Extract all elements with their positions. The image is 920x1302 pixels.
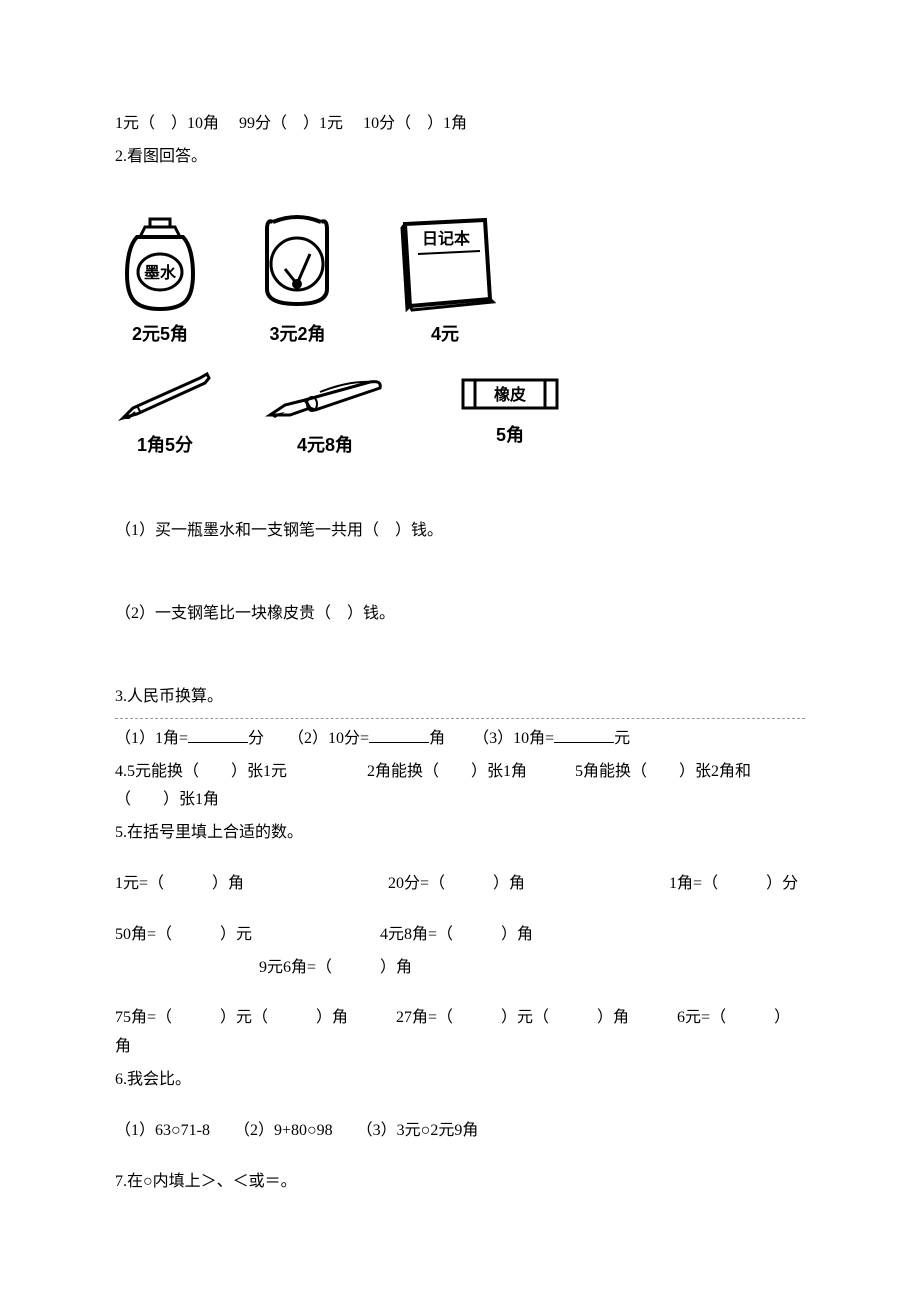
items-row-2: 1角5分 4元8角 橡皮 5角	[115, 370, 805, 461]
svg-text:墨水: 墨水	[144, 263, 177, 282]
q3-p2a: （2）10分=	[288, 730, 369, 747]
q7-title: 7.在○内填上＞、＜或＝。	[115, 1168, 805, 1197]
pen-icon	[260, 370, 390, 425]
q5-line3: 75角=（ ）元（ ）角 27角=（ ）元（ ）角 6元=（ ）角	[115, 1004, 805, 1062]
pencil-price: 1角5分	[137, 429, 193, 461]
q5-line1: 1元=（ ）角 20分=（ ）角 1角=（ ）分	[115, 870, 805, 899]
q1-part3-right: ）1角	[427, 115, 467, 132]
q3-p2b: 角	[429, 730, 445, 747]
q3-p3b: 元	[614, 730, 630, 747]
svg-text:橡皮: 橡皮	[494, 385, 526, 404]
q2-sub2: （2）一支钢笔比一块橡皮贵（ ）钱。	[115, 600, 805, 629]
item-ink: 墨水 2元5角	[115, 214, 205, 350]
clock-price: 3元2角	[269, 318, 325, 350]
svg-text:日记本: 日记本	[422, 229, 470, 248]
q2-sub2-left: （2）一支钢笔比一块橡皮贵（	[115, 605, 331, 622]
q4-line: 4.5元能换（ ）张1元 2角能换（ ）张1角 5角能换（ ）张2角和（ ）张1…	[115, 758, 805, 816]
item-clock: 3元2角	[255, 214, 340, 350]
q1-part3-left: 10分（	[363, 115, 411, 132]
q2-sub2-right: ）钱。	[347, 605, 395, 622]
item-pencil: 1角5分	[115, 370, 215, 461]
q5-line2b: 9元6角=（ ）角	[115, 954, 805, 983]
q3-p1a: （1）1角=	[115, 730, 188, 747]
dotted-separator	[115, 718, 805, 719]
q2-sub1: （1）买一瓶墨水和一支钢笔一共用（ ）钱。	[115, 517, 805, 546]
q3-p3a: （3）10角=	[473, 730, 554, 747]
ink-price: 2元5角	[132, 318, 188, 350]
pencil-icon	[115, 370, 215, 425]
q6-title: 6.我会比。	[115, 1066, 805, 1095]
q5-title: 5.在括号里填上合适的数。	[115, 819, 805, 848]
eraser-price: 5角	[496, 419, 524, 451]
blank[interactable]	[369, 729, 429, 743]
q6-line1: （1）63○71-8 （2）9+80○98 （3）3元○2元9角	[115, 1117, 805, 1146]
q1-part1-left: 1元（	[115, 115, 155, 132]
q3-line: （1）1角= 分 （2）10分= 角 （3）10角= 元	[115, 725, 805, 754]
items-row-1: 墨水 2元5角 3元2角 日记本 4元	[115, 214, 805, 350]
clock-icon	[255, 214, 340, 314]
q3-title: 3.人民币换算。	[115, 683, 805, 712]
q1-part1-right: ）10角	[171, 115, 219, 132]
q3-p1b: 分	[248, 730, 264, 747]
q5-line2: 50角=（ ）元 4元8角=（ ）角	[115, 921, 805, 950]
q1-part2-right: ）1元	[303, 115, 343, 132]
eraser-icon: 橡皮	[455, 370, 565, 415]
ink-icon: 墨水	[115, 214, 205, 314]
item-diary: 日记本 4元	[390, 214, 500, 350]
item-eraser: 橡皮 5角	[455, 370, 565, 461]
q2-sub1-left: （1）买一瓶墨水和一支钢笔一共用（	[115, 522, 379, 539]
q2-title: 2.看图回答。	[115, 143, 805, 172]
q2-sub1-right: ）钱。	[395, 522, 443, 539]
q1-line: 1元（ ）10角 99分（ ）1元 10分（ ）1角	[115, 110, 805, 139]
blank[interactable]	[554, 729, 614, 743]
pen-price: 4元8角	[297, 429, 353, 461]
diary-icon: 日记本	[390, 214, 500, 314]
blank[interactable]	[188, 729, 248, 743]
diary-price: 4元	[431, 318, 459, 350]
q1-part2-left: 99分（	[239, 115, 287, 132]
item-pen: 4元8角	[260, 370, 390, 461]
